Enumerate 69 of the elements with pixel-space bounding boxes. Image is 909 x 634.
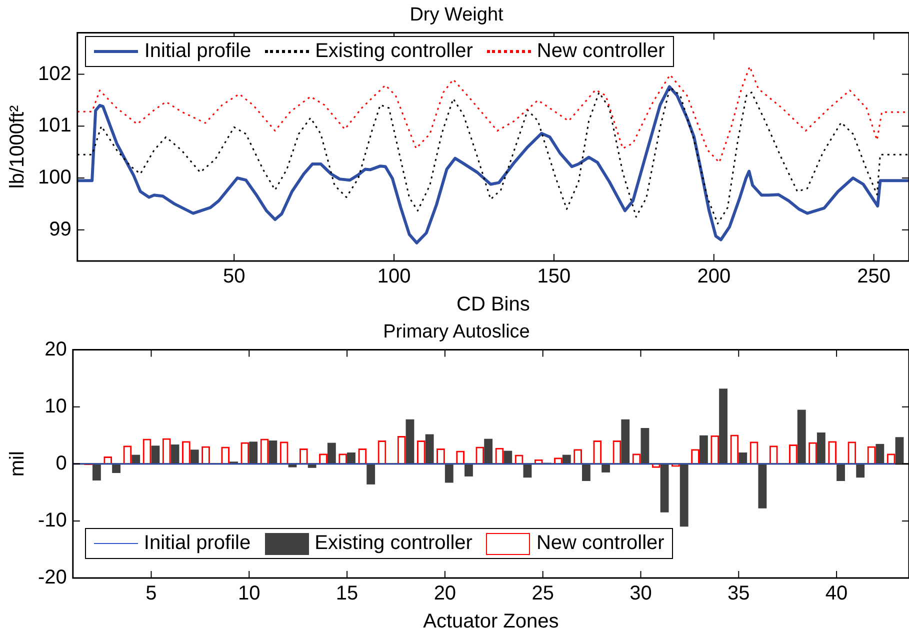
bar — [660, 464, 669, 512]
legend-label: Initial profile — [144, 40, 252, 63]
y-tick-label: 0 — [56, 452, 67, 474]
bar — [640, 428, 650, 464]
bar — [602, 464, 610, 472]
bar — [425, 434, 434, 464]
bar — [170, 444, 180, 464]
x-tick-label: 40 — [825, 582, 848, 605]
x-tick-label: 15 — [336, 582, 358, 605]
chart-title: Dry Weight — [410, 4, 504, 26]
bar — [406, 419, 414, 464]
bar — [190, 450, 199, 464]
bar — [327, 442, 336, 464]
x-tick-label: 100 — [377, 266, 411, 288]
x-tick-label: 35 — [728, 582, 750, 605]
bar — [92, 464, 101, 480]
y-tick-label: 20 — [44, 338, 67, 360]
bar — [444, 464, 454, 483]
y-tick-label: 101 — [38, 114, 72, 137]
y-axis-title: mil — [6, 451, 29, 477]
bar — [484, 438, 493, 464]
bar — [523, 464, 532, 478]
y-tick-label: 102 — [38, 62, 72, 85]
x-axis-title: CD Bins — [456, 294, 530, 316]
bar — [856, 464, 865, 478]
legend-label: Initial profile — [144, 532, 251, 555]
bar — [249, 442, 258, 464]
x-tick-label: 30 — [630, 582, 652, 605]
bar — [582, 464, 590, 482]
legend-label: Existing controller — [315, 40, 473, 63]
bar — [562, 454, 571, 464]
y-tick-label: -10 — [38, 509, 67, 532]
bar — [895, 437, 904, 464]
bar — [836, 464, 845, 482]
bar — [797, 410, 806, 464]
bar — [699, 435, 708, 464]
legend-label: Existing controller — [314, 532, 472, 555]
x-tick-label: 50 — [222, 266, 246, 288]
y-tick-label: 99 — [49, 218, 72, 240]
x-tick-label: 25 — [532, 582, 554, 605]
bar — [151, 446, 160, 464]
bar — [816, 432, 826, 464]
bar — [347, 452, 356, 464]
legend-label: New controller — [536, 532, 664, 555]
x-axis-title: Actuator Zones — [423, 610, 559, 633]
bar — [719, 388, 728, 464]
bar — [366, 464, 376, 484]
y-tick-label: 10 — [44, 395, 67, 418]
x-tick-label: 200 — [697, 266, 731, 288]
bar — [464, 464, 473, 476]
y-tick-label: 100 — [38, 166, 72, 189]
bar — [758, 464, 767, 508]
x-tick-label: 150 — [537, 266, 571, 288]
bar — [876, 444, 884, 464]
legend-label: New controller — [536, 40, 665, 63]
chart-title: Primary Autoslice — [383, 322, 530, 343]
y-axis-title: lb/1000ft² — [6, 104, 29, 189]
bar — [621, 419, 630, 464]
x-tick-label: 250 — [857, 266, 891, 288]
x-tick-label: 5 — [146, 582, 157, 605]
bar — [738, 452, 748, 464]
y-tick-label: -20 — [38, 566, 67, 589]
x-tick-label: 20 — [434, 582, 456, 605]
bar — [132, 454, 140, 464]
bar — [268, 440, 278, 464]
x-tick-label: 10 — [238, 582, 260, 605]
bar — [680, 464, 688, 527]
bar — [112, 464, 120, 474]
bar — [504, 450, 512, 464]
